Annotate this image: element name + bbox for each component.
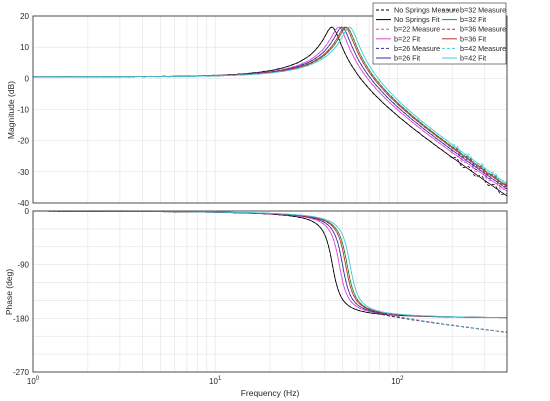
legend-label-b42_f: b=42 Fit xyxy=(460,54,486,63)
x-tick-label: 102 xyxy=(391,376,404,386)
magnitude-y-tick-label: 10 xyxy=(20,43,29,52)
magnitude-y-ticks: 20 10 0 -10 -20 -30 -40 xyxy=(17,12,29,208)
magnitude-y-tick-label: 20 xyxy=(20,12,29,21)
phase-axes-box xyxy=(32,210,508,373)
legend-label-b36_f: b=36 Fit xyxy=(460,34,486,43)
legend: No Springs Measure b=32 Measure No Springs… xyxy=(372,2,507,65)
x-tick-label: 101 xyxy=(209,376,222,386)
legend-box xyxy=(372,2,507,65)
legend-items: No Springs Measure b=32 Measure No Springs… xyxy=(376,6,506,63)
legend-label-b32_f: b=32 Fit xyxy=(460,15,486,24)
legend-label-b26_m: b=26 Measure xyxy=(394,44,440,53)
phase-y-tick-label: -180 xyxy=(13,314,30,323)
magnitude-y-tick-label: 0 xyxy=(25,74,30,83)
legend-label-b32_m: b=32 Measure xyxy=(460,6,506,15)
magnitude-y-tick-label: -10 xyxy=(17,106,29,115)
magnitude-series xyxy=(32,26,508,197)
magnitude-y-tick-label: -40 xyxy=(17,199,29,208)
phase-panel: 0 -90 -180 -270 100 101 102 Phase (deg) Frequ… xyxy=(4,207,508,398)
magnitude-y-tick-label: -20 xyxy=(17,137,29,146)
legend-label-b36_m: b=36 Measure xyxy=(460,25,506,34)
phase-y-tick-label: 0 xyxy=(25,207,30,216)
legend-label-b22_f: b=22 Fit xyxy=(394,34,420,43)
legend-label-nosprings_f: No Springs Fit xyxy=(394,15,440,24)
x-axis-label: Frequency (Hz) xyxy=(241,388,300,398)
x-tick-label: 100 xyxy=(27,376,40,386)
legend-label-b26_f: b=26 Fit xyxy=(394,54,420,63)
magnitude-line-b42-fit xyxy=(33,26,508,185)
magnitude-panel: 20 10 0 -10 -20 -30 -40 Magnitude (dB) xyxy=(6,12,508,208)
magnitude-y-tick-label: -30 xyxy=(17,168,29,177)
legend-label-b22_m: b=22 Measure xyxy=(394,25,440,34)
legend-label-nosprings_m: No Springs Measure xyxy=(394,6,460,15)
phase-y-tick-label: -90 xyxy=(17,261,29,270)
phase-y-ticks: 0 -90 -180 -270 xyxy=(13,207,30,377)
phase-x-ticks: 100 101 102 xyxy=(27,376,404,386)
legend-label-b42_m: b=42 Measure xyxy=(460,44,506,53)
phase-y-label: Phase (deg) xyxy=(4,269,14,315)
magnitude-y-label: Magnitude (dB) xyxy=(6,81,16,139)
magnitude-axes-box xyxy=(32,15,508,204)
phase-y-tick-label: -270 xyxy=(13,368,30,377)
